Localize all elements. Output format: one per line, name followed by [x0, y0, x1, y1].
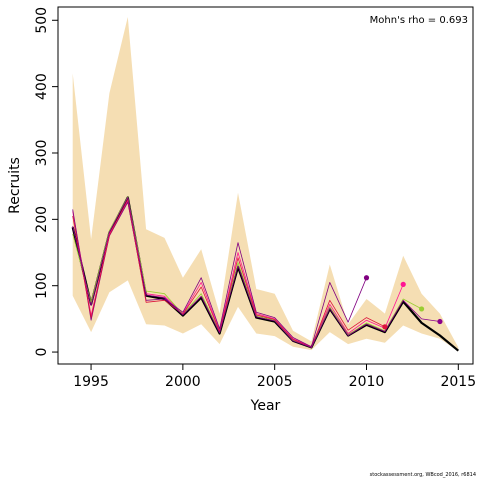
mohns-rho-annotation: Mohn's rho = 0.693: [370, 15, 468, 26]
series-endpoint-5: [437, 318, 443, 325]
x-tick-label-1995: 1995: [73, 374, 109, 390]
x-tick-label-2000: 2000: [165, 374, 201, 390]
y-tick-label-100: 100: [34, 272, 50, 299]
confidence-band: [72, 17, 459, 352]
x-tick-label-2005: 2005: [257, 374, 293, 390]
x-axis-label: Year: [250, 398, 281, 414]
series-endpoint-2: [418, 306, 425, 312]
x-axis: 1995 2000 2005 2010 2015: [73, 364, 476, 390]
confidence-band-area: [72, 17, 459, 352]
y-tick-label-200: 200: [34, 206, 50, 233]
source-credit: stockassessment.org, WBcod_2016, r6814: [369, 472, 476, 478]
y-tick-label-0: 0: [34, 348, 50, 357]
y-tick-label-300: 300: [34, 140, 50, 167]
y-axis: 0 100 200 300 400 500: [34, 7, 58, 357]
x-tick-label-2015: 2015: [440, 374, 476, 390]
y-tick-label-500: 500: [34, 7, 50, 34]
x-tick-label-2010: 2010: [349, 374, 385, 390]
series-line-3: [72, 201, 367, 348]
y-tick-label-400: 400: [34, 73, 50, 100]
series-line-5: [72, 196, 440, 348]
series-line-4: [72, 198, 386, 348]
series-endpoint-4: [382, 324, 388, 330]
series-endpoint-1: [400, 281, 406, 287]
series-endpoint-3: [363, 275, 370, 281]
y-axis-label: Recruits: [7, 157, 23, 214]
retrospective-lines: [71, 196, 460, 352]
retrospective-endpoints: [363, 275, 443, 330]
plot-frame: [57, 6, 474, 365]
